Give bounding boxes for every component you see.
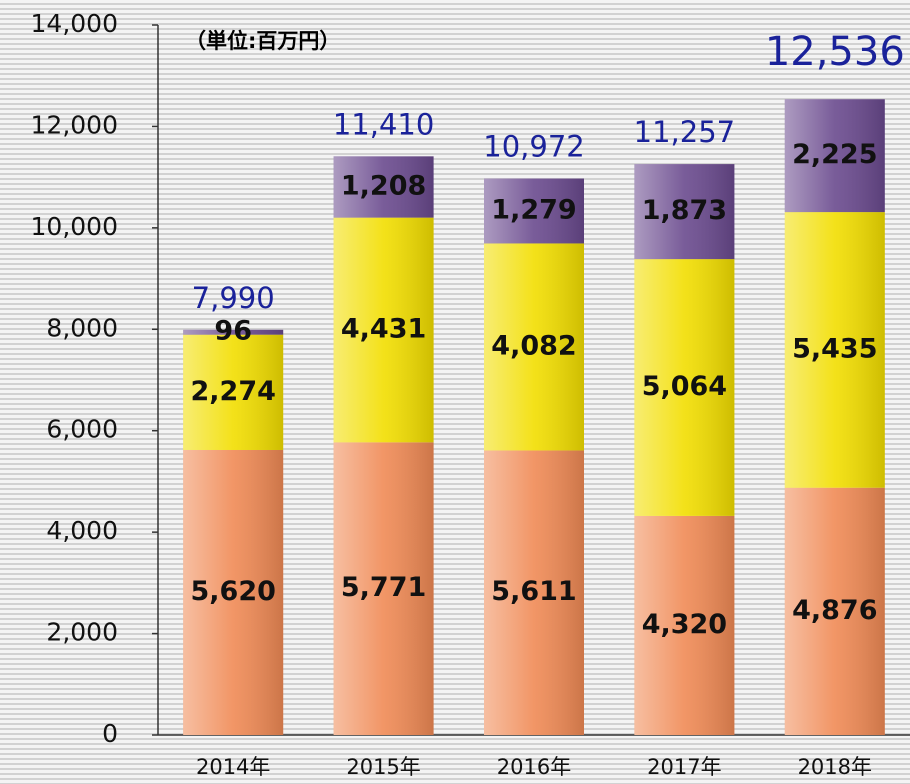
total-label: 11,257	[634, 115, 735, 149]
total-label: 7,990	[192, 281, 275, 315]
y-tick-label: 6,000	[46, 415, 118, 444]
segment-label: 4,431	[341, 313, 426, 344]
bar-shine	[784, 99, 885, 213]
segment-label: 2,274	[190, 376, 275, 407]
bar-shine	[183, 334, 284, 450]
total-label: 12,536	[765, 29, 905, 75]
x-tick-label: 2018年	[798, 755, 872, 779]
segment-label: 5,771	[341, 572, 426, 603]
segment-label: 5,611	[491, 576, 576, 607]
y-tick-label: 2,000	[46, 618, 118, 647]
bar-shine	[634, 259, 735, 516]
bar-shine	[484, 178, 584, 244]
segment-label: 1,279	[491, 194, 576, 225]
y-tick-label: 8,000	[46, 313, 118, 342]
bar-shine	[484, 243, 584, 451]
bar-shine	[634, 164, 735, 260]
segment-label: 1,208	[341, 170, 426, 201]
bar-shine	[784, 487, 885, 735]
y-tick-label: 12,000	[31, 110, 118, 139]
unit-annotation: （単位:百万円）	[185, 29, 340, 53]
segment-label: 4,876	[792, 595, 877, 626]
segment-label: 5,620	[190, 576, 275, 607]
y-tick-label: 0	[102, 719, 118, 748]
bar-shine	[333, 217, 434, 443]
bar-shine	[333, 442, 434, 735]
bar-shine	[183, 449, 284, 735]
bar-shine	[484, 450, 584, 735]
segment-label: 1,873	[642, 195, 727, 226]
bar-shine	[784, 212, 885, 488]
total-label: 11,410	[333, 107, 434, 141]
segment-label: 96	[214, 316, 252, 347]
segment-label: 4,320	[642, 609, 727, 640]
y-tick-label: 4,000	[46, 516, 118, 545]
bar-shine	[333, 156, 434, 218]
segment-label: 4,082	[491, 330, 576, 361]
bar-shine	[634, 515, 735, 735]
x-tick-label: 2017年	[647, 755, 721, 779]
x-tick-label: 2015年	[346, 755, 420, 779]
x-tick-label: 2016年	[497, 755, 571, 779]
bar-shine	[183, 329, 284, 335]
total-label: 10,972	[483, 130, 584, 164]
segment-label: 5,064	[642, 371, 727, 402]
y-tick-label: 10,000	[31, 212, 118, 241]
segment-label: 2,225	[792, 139, 877, 170]
x-tick-label: 2014年	[196, 755, 270, 779]
y-tick-label: 14,000	[31, 9, 118, 38]
segment-label: 5,435	[792, 333, 877, 364]
